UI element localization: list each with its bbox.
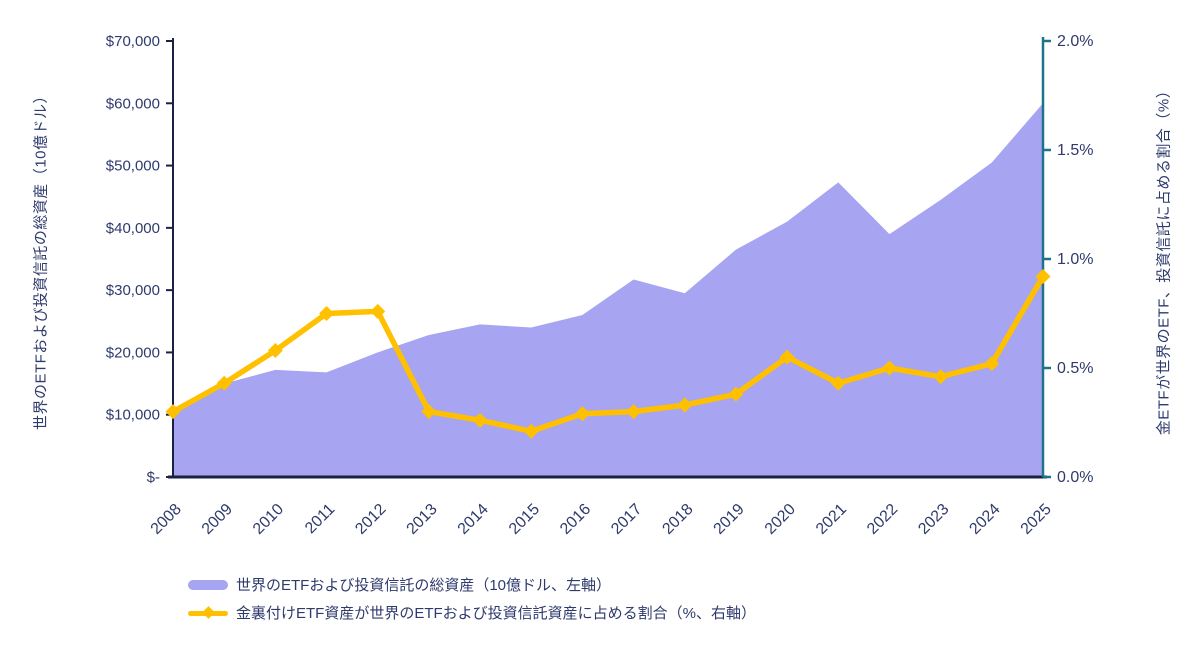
right-axis-tick-label: 1.5% xyxy=(1057,142,1093,159)
gold-line-marker xyxy=(626,404,642,420)
gold-line-marker xyxy=(421,404,437,420)
gold-line-series xyxy=(170,273,1046,434)
x-axis-tick-label: 2023 xyxy=(915,501,952,538)
area-series xyxy=(173,103,1043,478)
gold-line-marker xyxy=(984,356,1000,372)
left-axis-tick-label: $10,000 xyxy=(106,407,160,424)
x-axis-tick-label: 2008 xyxy=(148,501,185,538)
left-axis-tick-label: $30,000 xyxy=(106,282,160,299)
right-axis-title: 金ETFが世界のETF、投資信託に占める割合（%） xyxy=(1155,82,1173,436)
gold-line-marker xyxy=(830,375,846,391)
left-axis-tick-label: $- xyxy=(147,469,160,486)
gold-line-marker xyxy=(267,343,283,359)
x-axis-tick-label: 2013 xyxy=(404,501,441,538)
left-axis-title: 世界のETFおよび投資信託の総資産（10億ドル） xyxy=(32,87,50,431)
gold-line-marker xyxy=(216,375,232,391)
x-axis-tick-label: 2010 xyxy=(250,501,287,538)
x-axis-tick-label: 2012 xyxy=(352,501,389,538)
right-axis-tick-label: 1.0% xyxy=(1057,251,1093,268)
gold-line-marker xyxy=(881,360,897,376)
left-axis-tick-label: $40,000 xyxy=(106,220,160,237)
x-axis-tick-label: 2016 xyxy=(557,501,594,538)
x-axis-tick-label: 2019 xyxy=(711,501,748,538)
right-axis-tick-label: 0.5% xyxy=(1057,360,1093,377)
x-axis-tick-label: 2011 xyxy=(302,501,338,537)
x-axis-tick-label: 2025 xyxy=(1018,501,1055,538)
left-axis-tick-label: $20,000 xyxy=(106,344,160,361)
line-series-swatch xyxy=(188,605,228,621)
area-series-swatch xyxy=(188,579,228,590)
gold-line-marker xyxy=(779,349,795,365)
gold-line-marker xyxy=(370,303,386,319)
left-axis-tick-label: $70,000 xyxy=(106,33,160,50)
x-axis-tick-label: 2018 xyxy=(659,501,696,538)
legend-label-area: 世界のETFおよび投資信託の総資産（10億ドル、左軸） xyxy=(236,577,612,594)
right-axis-tick-label: 0.0% xyxy=(1057,469,1093,486)
gold-line-marker xyxy=(472,412,488,428)
gold-line-marker xyxy=(677,397,693,413)
left-axis-tick-label: $50,000 xyxy=(106,158,160,175)
gold-line-marker xyxy=(1035,268,1051,284)
gold-line-marker xyxy=(165,404,181,420)
x-axis-tick-label: 2017 xyxy=(608,501,645,538)
legend-item-line: 金裏付けETF資産が世界のETFおよび投資信託資産に占める割合（%、右軸） xyxy=(188,602,756,623)
gold-line-marker xyxy=(933,369,949,385)
left-axis-tick-label: $60,000 xyxy=(106,95,160,112)
right-axis-tick-label: 2.0% xyxy=(1057,33,1093,50)
x-axis-tick-label: 2024 xyxy=(966,501,1003,538)
gold-line-marker xyxy=(728,386,744,402)
x-axis-tick-label: 2015 xyxy=(506,501,543,538)
x-axis-tick-label: 2022 xyxy=(864,501,901,538)
gold-line-marker xyxy=(319,306,335,321)
x-axis-tick-label: 2021 xyxy=(813,501,850,538)
x-axis-tick-label: 2014 xyxy=(455,501,492,538)
line-swatch-diamond-icon xyxy=(201,606,215,619)
chart-legend: 世界のETFおよび投資信託の総資産（10億ドル、左軸） 金裏付けETF資産が世界… xyxy=(188,574,756,623)
gold-line-marker xyxy=(574,406,590,422)
gold-line-marker xyxy=(523,423,539,439)
legend-item-area: 世界のETFおよび投資信託の総資産（10億ドル、左軸） xyxy=(188,574,756,595)
legend-label-line: 金裏付けETF資産が世界のETFおよび投資信託資産に占める割合（%、右軸） xyxy=(236,605,757,622)
x-axis-tick-label: 2020 xyxy=(762,501,799,538)
x-axis-tick-label: 2009 xyxy=(199,501,236,538)
